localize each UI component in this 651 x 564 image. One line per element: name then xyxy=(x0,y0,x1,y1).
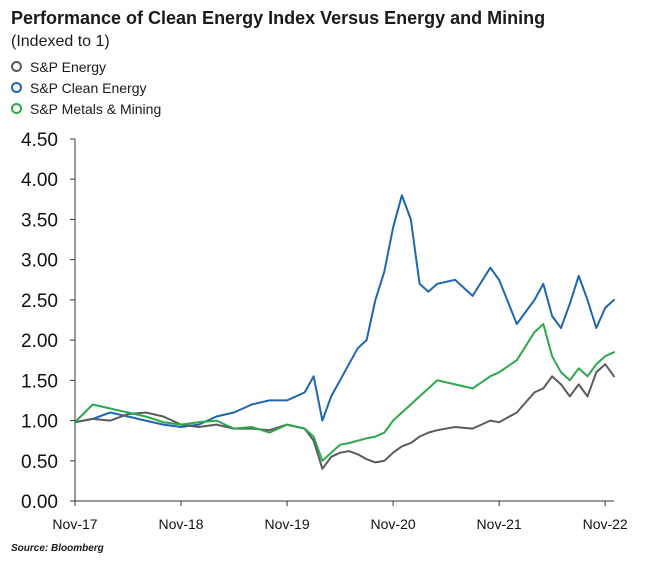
series-line-s-p-clean-energy xyxy=(74,194,615,428)
x-tick-label: Nov-17 xyxy=(52,516,97,532)
legend-marker-sp-metals-mining xyxy=(11,103,22,114)
y-tick-label: 4.50 xyxy=(21,130,58,151)
legend-marker-sp-energy xyxy=(11,61,22,72)
legend-item-sp-metals-mining: S&P Metals & Mining xyxy=(11,98,161,119)
x-tick-label: Nov-21 xyxy=(477,516,522,532)
y-tick-label: 1.50 xyxy=(21,371,58,392)
x-tick-label: Nov-20 xyxy=(371,516,416,532)
legend-item-sp-energy: S&P Energy xyxy=(11,56,161,77)
y-tick-label: 4.00 xyxy=(21,170,58,191)
x-tick-label: Nov-18 xyxy=(158,516,203,532)
x-tick-label: Nov-22 xyxy=(583,516,628,532)
y-tick-label: 1.00 xyxy=(21,412,58,433)
chart-subtitle: (Indexed to 1) xyxy=(11,33,110,50)
y-tick-label: 0.00 xyxy=(21,492,58,513)
legend-label: S&P Clean Energy xyxy=(30,79,147,96)
y-tick-label: 3.00 xyxy=(21,251,58,272)
x-tick-label: Nov-19 xyxy=(264,516,309,532)
legend-item-sp-clean-energy: S&P Clean Energy xyxy=(11,77,161,98)
y-tick-label: 3.50 xyxy=(21,210,58,231)
series-line-s-p-energy xyxy=(74,363,615,470)
legend: S&P Energy S&P Clean Energy S&P Metals &… xyxy=(11,56,161,119)
y-tick-label: 0.50 xyxy=(21,452,58,473)
legend-marker-sp-clean-energy xyxy=(11,82,22,93)
line-chart: 0.00 0.50 1.00 1.50 2.00 2.50 3.00 3.50 4.00 4.50… xyxy=(21,130,628,532)
source-note: Source: Bloomberg xyxy=(11,543,104,554)
series-line-s-p-metals-mining xyxy=(74,323,615,462)
y-tick-label: 2.50 xyxy=(21,291,58,312)
y-tick-label: 2.00 xyxy=(21,331,58,352)
legend-label: S&P Energy xyxy=(30,58,107,75)
legend-label: S&P Metals & Mining xyxy=(30,100,162,117)
chart-title: Performance of Clean Energy Index Versus… xyxy=(11,8,546,28)
